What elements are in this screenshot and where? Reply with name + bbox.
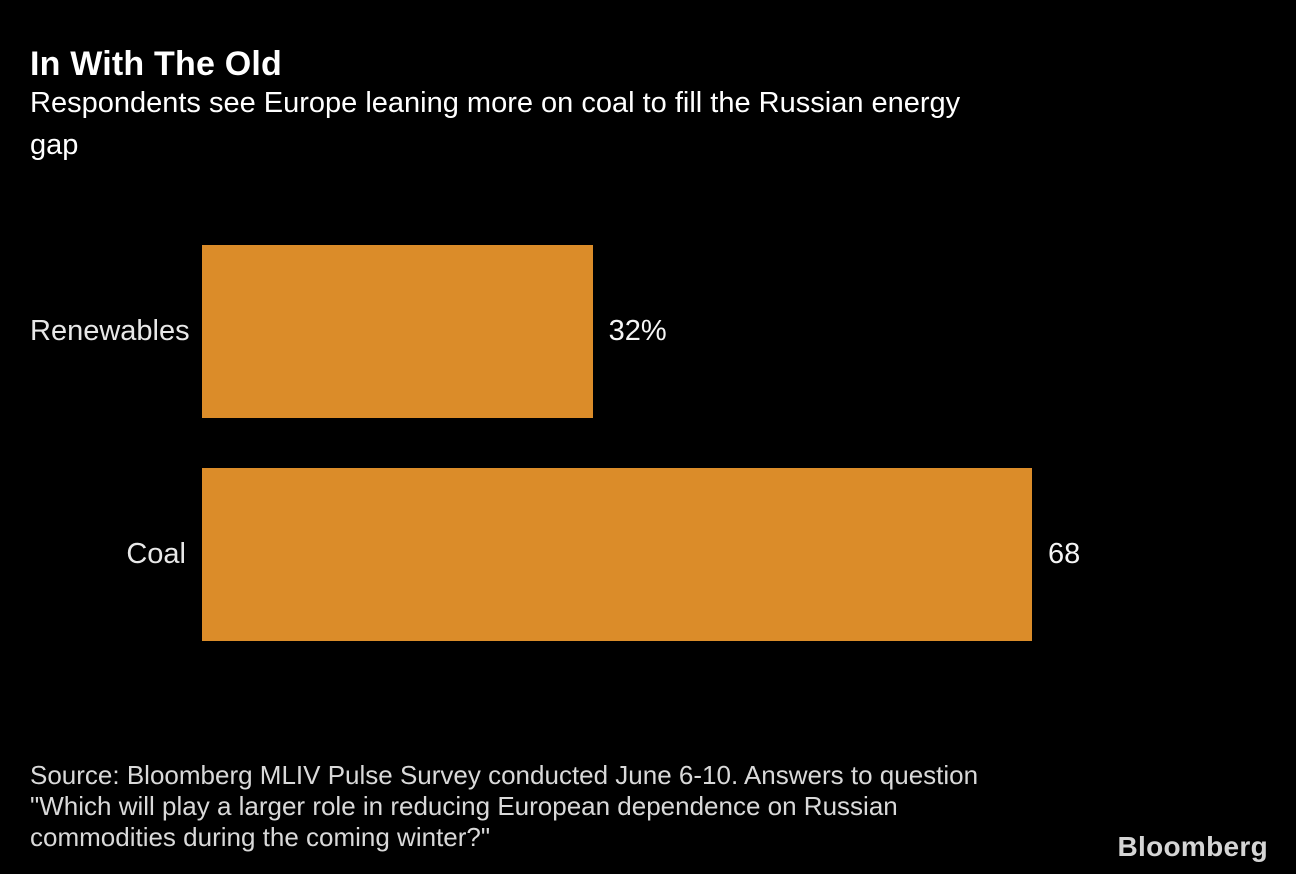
chart-title: In With The Old — [30, 45, 282, 83]
chart-subtitle-line-1: Respondents see Europe leaning more on c… — [30, 87, 961, 119]
source-note-line-2: "Which will play a larger role in reduci… — [30, 791, 898, 821]
chart-subtitle: Respondents see Europe leaning more on c… — [30, 82, 1270, 166]
bar-row-renewables: Renewables 32% — [30, 245, 1266, 418]
bloomberg-logo: Bloomberg — [1117, 831, 1268, 862]
chart-subtitle-line-2: gap — [30, 129, 79, 161]
value-label-coal: 68 — [1048, 538, 1081, 570]
bar-coal — [202, 468, 1032, 641]
source-note-line-1: Source: Bloomberg MLIV Pulse Survey cond… — [30, 760, 979, 790]
source-note-line-3: commodities during the coming winter?" — [30, 822, 491, 852]
bar-renewables — [202, 245, 593, 418]
source-note: Source: Bloomberg MLIV Pulse Survey cond… — [30, 760, 978, 853]
category-label-coal: Coal — [126, 538, 186, 570]
bar-track-renewables: 32% — [202, 245, 1032, 418]
bar-row-coal: Coal 68 — [30, 468, 1266, 641]
bar-chart: Renewables 32% Coal 68 — [30, 245, 1266, 641]
value-label-renewables: 32% — [608, 315, 667, 347]
bar-track-coal: 68 — [202, 468, 1080, 641]
category-label-renewables: Renewables — [30, 315, 190, 347]
